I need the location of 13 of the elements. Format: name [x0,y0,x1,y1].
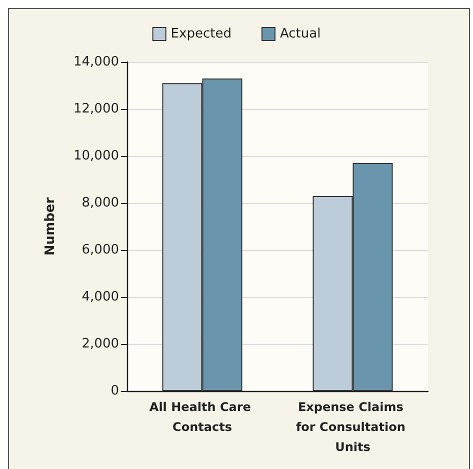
x-tick-label: All Health Care Contacts [149,400,256,434]
legend-label: Actual [280,26,321,42]
x-tick-label: Expense Claims for Consultation Units [296,400,410,454]
legend-label: Expected [170,26,232,42]
y-tick-label: 2,000 [82,336,119,352]
y-axis-title: Number [43,196,58,256]
y-tick-label: 6,000 [82,242,119,258]
y-tick-label: 0 [110,384,119,398]
y-tick-label: 8,000 [82,196,119,210]
y-tick-label: 4,000 [82,290,119,304]
y-tick-label: 12,000 [74,102,119,116]
y-tick-label: 10,000 [74,148,119,164]
y-tick-label: 14,000 [74,54,119,70]
